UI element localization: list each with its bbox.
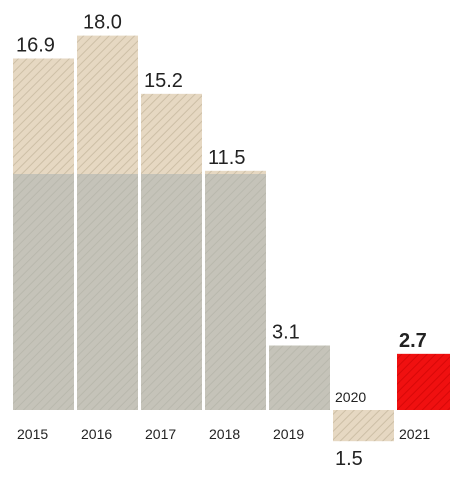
bar-2021	[397, 353, 450, 410]
tick-label-2019: 2019	[273, 426, 304, 442]
tick-label-2017: 2017	[145, 426, 176, 442]
value-label-2021: 2.7	[399, 330, 427, 352]
value-label-2017: 15.2	[144, 70, 183, 92]
bar-2020	[333, 410, 394, 442]
bar-shade-2017	[141, 174, 202, 410]
bar-shade-2015	[13, 174, 74, 410]
bar-shade-2019	[269, 345, 330, 410]
bars-layer	[13, 35, 450, 442]
bar-shade-2018	[205, 174, 266, 410]
tick-label-2020: 2020	[335, 389, 366, 405]
tick-label-2016: 2016	[81, 426, 112, 442]
labels-layer: 16.9 2015 18.0 2016 15.2 2017 11.5 2018 3.1 2019 1…	[16, 12, 430, 471]
value-label-2018: 11.5	[208, 147, 245, 169]
value-label-2020: 1.5	[335, 448, 363, 470]
bar-shade-2016	[77, 174, 138, 410]
value-label-2019: 3.1	[272, 322, 300, 344]
tick-label-2018: 2018	[209, 426, 240, 442]
tick-label-2015: 2015	[17, 426, 48, 442]
value-label-2016: 18.0	[83, 12, 122, 34]
tick-label-2021: 2021	[399, 426, 430, 442]
value-label-2015: 16.9	[16, 34, 55, 56]
